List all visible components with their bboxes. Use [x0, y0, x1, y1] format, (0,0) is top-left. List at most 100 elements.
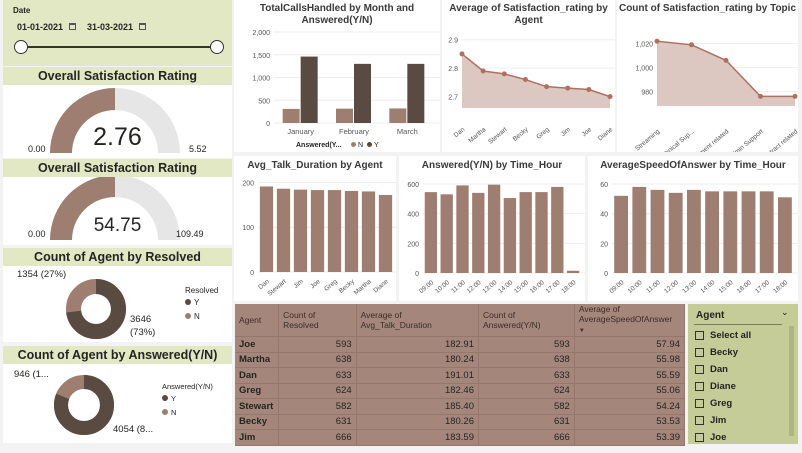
speed-gauge[interactable]: 54.75 0.00 109.49	[3, 177, 232, 245]
x-tick-label: Diane	[372, 278, 390, 295]
bar-1300	[487, 184, 501, 273]
value-cell: 183.59	[356, 429, 480, 446]
x-tick-label: 17:00	[545, 279, 562, 295]
bar-1100	[456, 185, 469, 273]
bar-n-january	[282, 108, 300, 123]
satisfaction-by-agent-chart[interactable]: Average of Satisfaction_rating by Agent …	[442, 0, 615, 152]
legend-item-y[interactable]: Y	[367, 142, 379, 149]
x-tick-label: 10:00	[627, 279, 644, 295]
x-tick-label: Contract related	[759, 128, 798, 152]
checkbox-icon[interactable]	[695, 348, 704, 357]
table-row[interactable]: Jim 666 183.59 666 53.39	[235, 429, 685, 446]
legend-item-n[interactable]: N	[185, 312, 200, 321]
x-tick-label: Technical Sup...	[656, 128, 696, 152]
checkbox-icon[interactable]	[695, 382, 704, 391]
table-row[interactable]: Dan 633 191.01 633 55.59	[235, 367, 685, 384]
x-tick-label: January	[287, 127, 314, 136]
table-row[interactable]: Greg 624 182.46 624 55.06	[235, 383, 685, 399]
checkbox-icon[interactable]	[695, 416, 704, 425]
calls-by-month-chart[interactable]: TotalCallsHandled by Month and Answered(…	[234, 0, 440, 152]
gauge-value-arc	[50, 177, 115, 240]
slicer-item[interactable]: Jim	[695, 412, 751, 429]
legend-item-n[interactable]: N	[351, 142, 363, 149]
checkbox-icon[interactable]	[695, 365, 704, 374]
legend-title: Answered(Y...	[296, 142, 342, 149]
bar-1500	[723, 191, 738, 273]
bar-stewart	[276, 188, 291, 272]
slicer-item[interactable]: Diane	[695, 378, 751, 395]
date-range-end-handle[interactable]	[210, 40, 224, 54]
bar-diane	[378, 195, 393, 272]
data-point-technicalsup	[689, 42, 694, 48]
data-point-becky	[522, 77, 528, 83]
legend-title: Answered(Y/N)	[162, 382, 213, 391]
data-point-paymentrelated	[723, 57, 729, 63]
column-header[interactable]: Agent	[235, 304, 280, 337]
satisfaction-gauge-svg	[50, 88, 180, 153]
satisfaction-by-topic-chart[interactable]: Count of Satisfaction_rating by Topic 98…	[617, 0, 798, 152]
talk-duration-chart[interactable]: Avg_Talk_Duration by Agent 0 100 200 Dan Ste…	[234, 156, 396, 301]
slicer-item[interactable]: Dan	[695, 361, 751, 378]
y-tick-label: 600	[407, 182, 419, 189]
legend-item-y[interactable]: Y	[162, 394, 176, 403]
value-cell: 638	[478, 352, 575, 368]
table-row[interactable]: Stewart 582 185.40 582 54.24	[235, 398, 685, 415]
answered-by-hour-chart[interactable]: Answered(Y/N) by Time_Hour 0 200 400 600 09:…	[399, 156, 585, 301]
x-tick-label: 17:00	[754, 279, 771, 295]
legend-item-n[interactable]: N	[162, 408, 176, 417]
bar-greg	[327, 190, 342, 272]
slicer-item[interactable]: Becky	[695, 344, 751, 361]
slicer-item[interactable]: Select all	[695, 327, 751, 344]
checkbox-icon[interactable]	[695, 433, 704, 442]
bar-1800	[566, 270, 580, 273]
value-cell: 182.91	[356, 336, 480, 353]
legend-item-y[interactable]: Y	[185, 298, 199, 307]
agent-table[interactable]: Agent Count of Resolved Average of Avg_T…	[235, 304, 685, 446]
column-header-label: Average of AverageSpeedOfAnswer	[578, 304, 673, 324]
x-tick-label: 11:00	[450, 279, 467, 295]
bar-y-march	[407, 63, 425, 123]
bar-joe	[310, 190, 325, 272]
slicer-scrollbar[interactable]	[789, 326, 794, 436]
legend-label: Y	[194, 298, 200, 307]
end-date-field[interactable]: 31-03-2021	[87, 22, 146, 32]
legend-dot-icon	[351, 142, 356, 147]
column-header[interactable]: Count of Answered(Y/N)	[478, 304, 575, 337]
x-tick-label: 15:00	[718, 279, 735, 295]
gauge-max-label: 109.49	[176, 229, 204, 239]
calendar-icon[interactable]	[68, 23, 76, 30]
resolved-donut-chart[interactable]: 1354 (27%) 3646 (73%) Resolved Y N	[3, 266, 232, 342]
start-date-field[interactable]: 01-01-2021	[17, 22, 76, 32]
value-cell: 54.24	[574, 398, 685, 415]
satisfaction-gauge[interactable]: 2.76 0.00 5.52	[3, 85, 232, 158]
legend-label: N	[358, 142, 364, 149]
table-row[interactable]: Martha 638 180.24 638 55.98	[235, 352, 685, 368]
column-header[interactable]: Average of AverageSpeedOfAnswer ▼	[574, 304, 685, 337]
date-range-start-handle[interactable]	[14, 40, 28, 54]
satisfaction-gauge-value: 2.76	[93, 123, 142, 151]
y-tick-label: 100	[242, 225, 254, 232]
answered-donut-chart[interactable]: 946 (1... 4054 (8... Answered(Y/N) Y N	[3, 364, 232, 443]
chart-title: Avg_Talk_Duration by Agent	[247, 160, 383, 171]
checkbox-icon[interactable]	[695, 399, 704, 408]
agent-slicer: Agent ⌄ Select all Becky Dan Diane Greg Jim Jo…	[688, 304, 798, 444]
checkbox-icon[interactable]	[695, 331, 704, 340]
table-row[interactable]: Becky 631 180.26 631 53.53	[235, 414, 685, 430]
table-row[interactable]: Joe 593 182.91 593 57.94	[235, 336, 685, 353]
y-tick-label: 2.9	[448, 38, 458, 45]
column-header[interactable]: Average of Avg_Talk_Duration	[356, 304, 480, 337]
legend-dot-icon	[162, 395, 168, 401]
sort-desc-icon[interactable]: ▼	[578, 328, 585, 334]
date-range-track[interactable]	[21, 46, 217, 48]
x-tick-label: Stewart	[266, 278, 288, 298]
agent-cell: Dan	[235, 367, 280, 384]
donut-label-y: 3646	[130, 314, 152, 325]
slicer-item[interactable]: Greg	[695, 395, 751, 412]
speed-by-hour-chart[interactable]: AverageSpeedOfAnswer by Time_Hour 0 20 40 6…	[588, 156, 798, 301]
calendar-icon[interactable]	[138, 23, 146, 30]
legend-label: N	[194, 312, 200, 321]
x-tick-label: Payment related	[690, 128, 731, 152]
column-header[interactable]: Count of Resolved	[278, 304, 357, 337]
chevron-down-icon[interactable]: ⌄	[781, 307, 789, 317]
slicer-item[interactable]: Joe	[695, 429, 751, 444]
